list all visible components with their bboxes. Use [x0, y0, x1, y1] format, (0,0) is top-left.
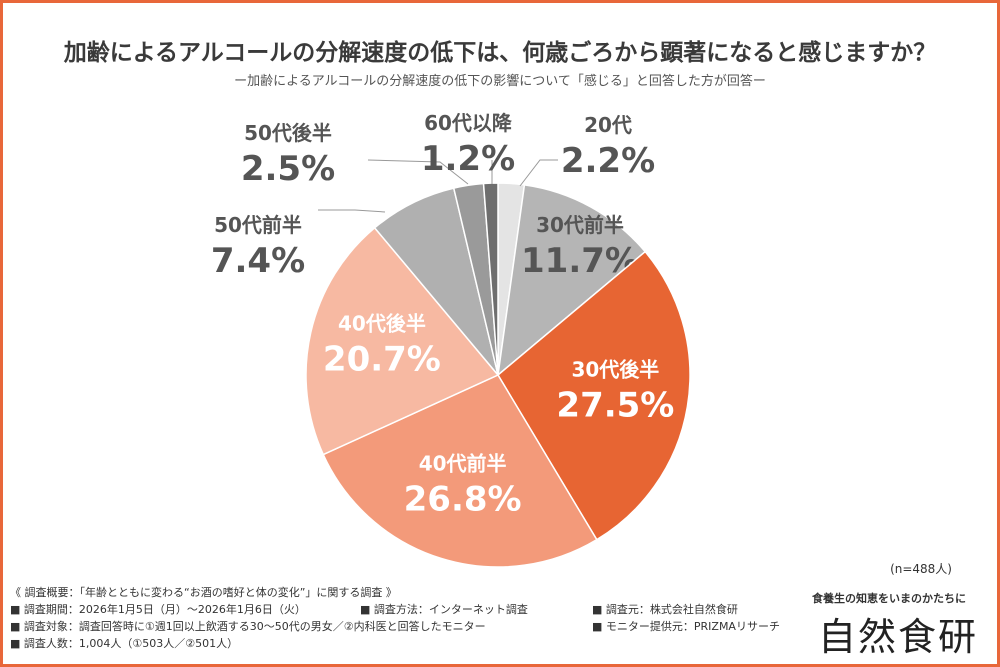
- survey-monitor: ■ モニター提供元：PRIZMAリサーチ: [592, 620, 780, 633]
- slice-value-label: 20.7%: [323, 340, 441, 380]
- sample-size-label: (n=488人): [890, 562, 952, 576]
- survey-target: ■ 調査対象：調査回答時に①週1回以上飲酒する30〜50代の男女／②内科医と回答…: [10, 620, 486, 633]
- slice-category-label: 20代: [584, 113, 632, 137]
- survey-heading: 《 調査概要：「年齢とともに変わる“お酒の嗜好と体の変化”」に関する調査 》: [10, 586, 397, 599]
- pie-slice: [496, 183, 647, 377]
- survey-organizer: ■ 調査元：株式会社自然食研: [592, 603, 738, 616]
- slice-value-label: 7.4%: [211, 241, 305, 281]
- survey-method: ■ 調査方法：インターネット調査: [360, 603, 528, 616]
- slice-value-label: 26.8%: [404, 480, 522, 520]
- slice-category-label: 40代前半: [419, 452, 507, 476]
- leader-line: [367, 159, 469, 185]
- chart-title: 加齢によるアルコールの分解速度の低下は、何歳ごろから顕著になると感じますか？: [63, 40, 937, 66]
- slice-category-label: 30代後半: [571, 358, 659, 382]
- pie-slice: [482, 182, 499, 376]
- survey-period: ■ 調査期間：2026年1月5日（月）〜2026年1月6日（火）: [10, 603, 306, 616]
- slice-value-label: 2.5%: [241, 149, 335, 189]
- chart-subtitle: ー加齢によるアルコールの分解速度の低下の影響について「感じる」と回答した方が回答…: [234, 74, 766, 89]
- slice-value-label: 2.2%: [561, 141, 655, 181]
- slice-category-label: 50代後半: [244, 121, 332, 145]
- pie-slice: [322, 374, 598, 568]
- slice-category-label: 30代前半: [536, 213, 624, 237]
- leader-line: [519, 159, 558, 187]
- slice-category-label: 40代後半: [338, 312, 426, 336]
- pie-slice: [497, 250, 691, 541]
- survey-respondents: ■ 調査人数：1,004人（①503人／②501人）: [10, 637, 239, 650]
- leader-line: [318, 209, 386, 213]
- slice-value-label: 27.5%: [556, 386, 674, 426]
- slice-category-label: 60代以降: [424, 111, 513, 135]
- slice-value-label: 1.2%: [421, 139, 515, 179]
- pie-slice: [305, 226, 500, 456]
- slice-category-label: 50代前半: [214, 213, 302, 237]
- company-logo: 自然食研: [818, 615, 979, 659]
- logo-tagline: 食養生の知恵をいまのかたちに: [812, 592, 966, 605]
